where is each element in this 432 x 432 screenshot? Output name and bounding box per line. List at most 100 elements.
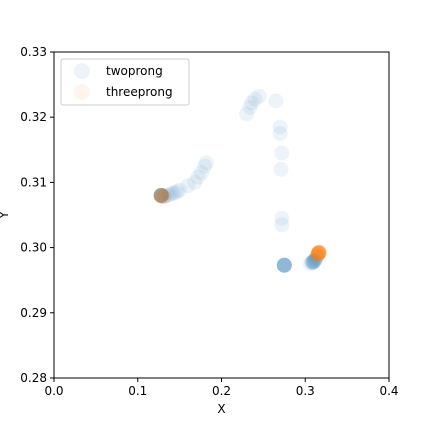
x-tick-label: 0.1 (128, 384, 147, 398)
y-axis-ticks: 0.28 0.29 0.30 0.31 0.32 0.33 (20, 45, 54, 385)
point-threeprong-24 (311, 244, 327, 260)
point-threeprong-26 (310, 247, 326, 263)
point-twoprong-6 (153, 187, 169, 203)
point-twoprong-27 (247, 91, 263, 107)
legend-label-twoprong: twoprong (106, 64, 163, 78)
point-twoprong-46 (305, 254, 321, 270)
point-twoprong-28 (251, 88, 267, 104)
x-tick-label: 0.2 (212, 384, 231, 398)
point-twoprong-38 (276, 257, 292, 273)
point-twoprong-2 (153, 187, 169, 203)
y-tick-label: 0.29 (20, 306, 47, 320)
point-twoprong-0 (153, 187, 169, 203)
point-threeprong-4 (153, 187, 169, 203)
point-twoprong-51 (309, 249, 325, 265)
point-threeprong-3 (153, 187, 169, 203)
point-threeprong-9 (310, 246, 326, 262)
y-tick-label: 0.28 (20, 371, 47, 385)
point-twoprong-52 (304, 254, 320, 270)
point-threeprong-14 (311, 245, 327, 261)
y-tick-label: 0.31 (20, 175, 47, 189)
x-tick-label: 0.4 (379, 384, 398, 398)
point-twoprong-29 (268, 93, 284, 109)
point-twoprong-10 (155, 189, 171, 205)
point-twoprong-50 (308, 250, 324, 266)
point-twoprong-55 (306, 253, 322, 269)
point-threeprong-16 (311, 245, 327, 261)
data-points (153, 88, 327, 273)
point-twoprong-54 (306, 254, 322, 270)
point-twoprong-48 (306, 253, 322, 269)
point-twoprong-39 (276, 257, 292, 273)
point-twoprong-35 (274, 217, 290, 233)
point-twoprong-44 (302, 256, 318, 272)
point-threeprong-13 (311, 245, 327, 261)
point-twoprong-41 (276, 257, 292, 273)
point-twoprong-20 (190, 169, 206, 185)
legend-marker-threeprong (74, 84, 90, 100)
point-threeprong-17 (311, 245, 327, 261)
point-threeprong-27 (310, 247, 326, 263)
point-twoprong-47 (306, 253, 322, 269)
point-twoprong-1 (153, 187, 169, 203)
point-threeprong-6 (155, 188, 171, 204)
point-twoprong-25 (242, 99, 258, 115)
point-threeprong-21 (311, 245, 327, 261)
point-twoprong-11 (157, 188, 173, 204)
point-twoprong-22 (197, 158, 213, 174)
point-twoprong-13 (162, 187, 178, 203)
point-twoprong-40 (276, 257, 292, 273)
point-twoprong-36 (276, 257, 292, 273)
point-threeprong-15 (311, 245, 327, 261)
point-threeprong-8 (309, 247, 325, 263)
point-twoprong-3 (153, 187, 169, 203)
point-twoprong-24 (239, 106, 255, 122)
point-twoprong-14 (164, 185, 180, 201)
point-threeprong-19 (311, 245, 327, 261)
x-axis-ticks: 0.0 0.1 0.2 0.3 0.4 (44, 378, 399, 398)
point-threeprong-5 (154, 189, 170, 205)
point-threeprong-12 (311, 245, 327, 261)
point-twoprong-37 (276, 257, 292, 273)
point-twoprong-18 (180, 178, 196, 194)
x-tick-label: 0.3 (296, 384, 315, 398)
point-twoprong-4 (153, 187, 169, 203)
point-twoprong-34 (274, 210, 290, 226)
point-twoprong-7 (153, 187, 169, 203)
legend: twoprong threeprong (60, 58, 190, 106)
y-tick-label: 0.30 (20, 241, 47, 255)
point-threeprong-18 (311, 245, 327, 261)
point-twoprong-53 (305, 255, 321, 271)
point-threeprong-22 (311, 245, 327, 261)
point-threeprong-1 (153, 187, 169, 203)
point-twoprong-9 (153, 187, 169, 203)
point-twoprong-19 (187, 174, 203, 190)
point-twoprong-8 (153, 187, 169, 203)
y-axis-label: Y (0, 211, 11, 220)
point-twoprong-21 (193, 165, 209, 181)
legend-label-threeprong: threeprong (106, 85, 173, 99)
point-threeprong-7 (156, 189, 172, 205)
point-threeprong-11 (311, 245, 327, 261)
point-twoprong-26 (244, 95, 260, 111)
point-threeprong-23 (311, 244, 327, 260)
point-twoprong-23 (198, 155, 214, 171)
y-tick-label: 0.32 (20, 110, 47, 124)
point-twoprong-31 (272, 126, 288, 141)
legend-box (60, 58, 190, 106)
plot-area (54, 52, 389, 378)
point-threeprong-25 (311, 244, 327, 260)
point-threeprong-0 (153, 187, 169, 203)
point-threeprong-20 (311, 245, 327, 261)
point-twoprong-49 (307, 251, 323, 267)
y-tick-label: 0.33 (20, 45, 47, 59)
point-twoprong-12 (159, 187, 175, 203)
point-twoprong-16 (169, 184, 185, 200)
point-twoprong-32 (274, 145, 290, 161)
point-twoprong-5 (153, 187, 169, 203)
x-axis-label: X (217, 402, 225, 416)
point-threeprong-2 (153, 187, 169, 203)
x-tick-label: 0.0 (44, 384, 63, 398)
point-twoprong-15 (167, 185, 183, 201)
point-twoprong-45 (304, 255, 320, 271)
